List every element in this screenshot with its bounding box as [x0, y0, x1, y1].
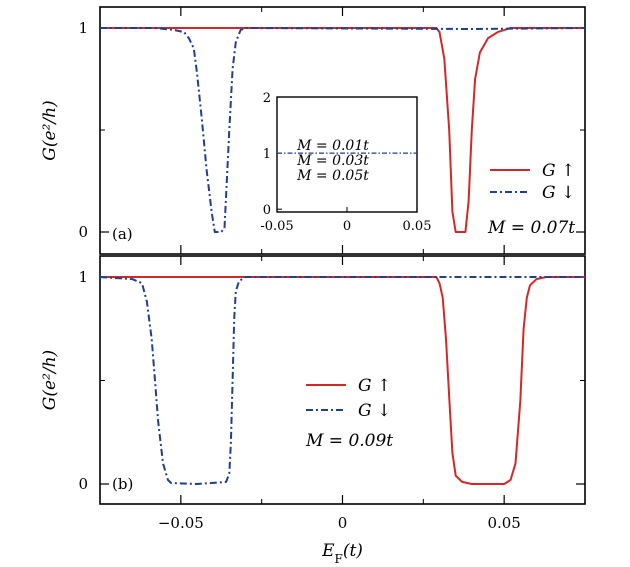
annotation-m: M = 0.09t: [305, 431, 393, 451]
inset-x-tick-label: 0.05: [403, 219, 432, 234]
inset-legend-label: M = 0.03t: [296, 153, 369, 169]
inset-y-tick-label: 0: [263, 203, 271, 218]
panel-b: 0 1 −0.05 0 0.05 G(e²/h) EF(t) (b) G ↑ G ↓ M = 0.0…: [40, 255, 586, 566]
x-axis-label-sub: F: [334, 552, 342, 566]
inset-y-tick-label: 1: [263, 147, 271, 162]
inset-x-tick-label: -0.05: [260, 219, 293, 234]
legend-label: G ↓: [542, 183, 575, 203]
legend-label: G ↑: [542, 161, 575, 181]
legend-label: G ↑: [358, 376, 391, 396]
series-line: [100, 27, 585, 233]
x-axis-label-main: E: [321, 541, 335, 561]
plot-frame: [99, 255, 586, 505]
y-tick-label: 0: [78, 475, 88, 493]
inset-frame: [276, 96, 418, 213]
y-axis-label: G(e²/h): [40, 100, 60, 160]
panel-a: 01G(e²/h)(a)G ↑G ↓M = 0.07t-0.05 0 0.05012…: [40, 6, 586, 255]
y-tick-label: 1: [78, 268, 88, 286]
inset-legend-label: M = 0.05t: [296, 168, 369, 184]
inset-y-tick-label: 2: [263, 91, 271, 106]
x-tick-label: 0.05: [487, 514, 520, 532]
inset-x-tick-label: 0: [343, 219, 351, 234]
series-line: [100, 276, 585, 485]
inset-legend-label: M = 0.01t: [296, 138, 369, 154]
annotation-m: M = 0.07t: [487, 218, 575, 238]
y-tick-label: 0: [78, 223, 88, 241]
x-tick-label: 0: [338, 514, 348, 532]
panel-label: (a): [112, 225, 133, 243]
panel-label: (b): [112, 475, 133, 493]
series-line: [100, 276, 585, 485]
x-axis-label-rest: (t): [343, 541, 363, 561]
x-tick-label: −0.05: [158, 514, 204, 532]
x-axis-label: EF(t): [321, 541, 363, 566]
series-line: [100, 27, 585, 233]
y-axis-label: G(e²/h): [40, 350, 60, 410]
y-tick-label: 1: [78, 19, 88, 37]
legend-label: G ↓: [358, 401, 391, 421]
